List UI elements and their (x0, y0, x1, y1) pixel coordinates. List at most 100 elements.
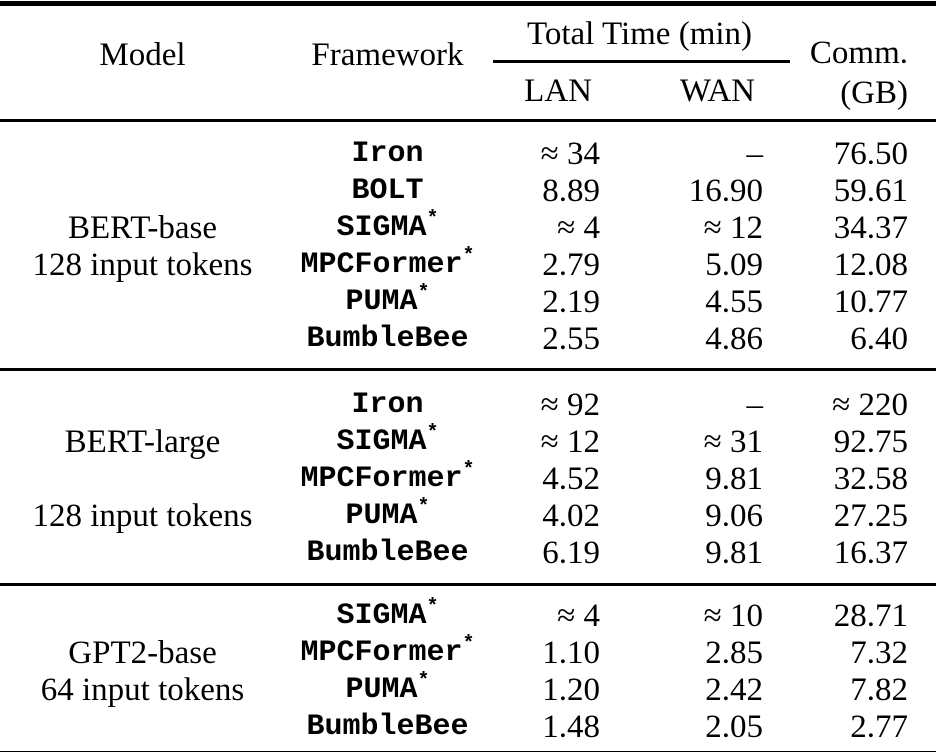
comm-cell: 12.08 (833, 247, 909, 283)
column-header-comm: Comm. (GB) (775, 4, 936, 121)
wan-cell: ≈ 31 (703, 424, 764, 460)
comm-cell: 7.82 (850, 672, 909, 708)
table-row: SIGMA* ≈ 4 ≈ 10 28.71 (0, 585, 936, 636)
model-cell: 128 input tokens (32, 247, 253, 283)
lan-cell: ≈ 4 (557, 598, 600, 634)
model-cell (0, 284, 285, 321)
comm-cell: 16.37 (833, 535, 909, 571)
wan-cell: – (746, 136, 764, 172)
model-cell: BERT-large (64, 424, 221, 460)
framework-cell: PUMA* (285, 672, 490, 709)
table-row: BERT-base SIGMA* ≈ 4 ≈ 12 34.37 (0, 210, 936, 247)
lan-cell: ≈ 12 (540, 424, 600, 460)
framework-name: BumbleBee (306, 322, 469, 356)
table-row: Iron ≈ 92 – ≈ 220 (0, 370, 936, 425)
framework-cell: Iron (285, 121, 490, 174)
framework-cell: SIGMA* (285, 424, 490, 461)
model-cell (0, 370, 285, 425)
comm-cell: 7.32 (850, 635, 909, 671)
wan-cell: ≈ 10 (703, 598, 764, 634)
lan-cell: 8.89 (542, 173, 600, 209)
comm-cell: 2.77 (850, 709, 909, 745)
model-cell (0, 585, 285, 636)
comm-cell: 34.37 (833, 210, 909, 246)
framework-cell: BOLT (285, 173, 490, 210)
framework-star: * (426, 596, 439, 619)
lan-cell: 4.52 (542, 461, 600, 497)
framework-name: SIGMA (336, 599, 427, 633)
model-cell (0, 709, 285, 752)
lan-cell: ≈ 34 (540, 136, 600, 172)
framework-name: MPCFormer (300, 248, 463, 282)
framework-name: PUMA (345, 673, 418, 707)
lan-cell: 2.79 (542, 247, 600, 283)
framework-star: * (462, 459, 475, 482)
column-header-lan: LAN (524, 72, 592, 109)
comm-cell: 92.75 (833, 424, 909, 460)
framework-star: * (417, 282, 430, 305)
table-row: 128 input tokens MPCFormer* 2.79 5.09 12… (0, 247, 936, 284)
table-row: Iron ≈ 34 – 76.50 (0, 121, 936, 174)
table-row: BumbleBee 2.55 4.86 6.40 (0, 321, 936, 370)
column-header-total-time: Total Time (min) (490, 4, 791, 64)
framework-cell: Iron (285, 370, 490, 425)
wan-cell: 16.90 (688, 173, 764, 209)
lan-cell: 1.10 (542, 635, 600, 671)
framework-name: BOLT (351, 174, 424, 208)
lan-cell: 2.19 (542, 284, 600, 320)
framework-name: BumbleBee (306, 710, 469, 744)
framework-name: SIGMA (336, 425, 427, 459)
framework-name: SIGMA (336, 211, 427, 245)
comm-label-line2: (GB) (840, 74, 909, 111)
wan-cell: 4.86 (705, 321, 764, 357)
model-cell (0, 121, 285, 174)
lan-cell: 4.02 (542, 498, 600, 534)
lan-cell: 6.19 (542, 535, 600, 571)
model-cell (0, 535, 285, 585)
comm-cell: 59.61 (833, 173, 909, 209)
framework-name: Iron (351, 388, 424, 422)
table-row: 128 input tokens PUMA* 4.02 9.06 27.25 (0, 498, 936, 535)
lan-cell: ≈ 92 (540, 387, 600, 423)
section-gpt2-base: SIGMA* ≈ 4 ≈ 10 28.71 GPT2-base MPCForme… (0, 585, 936, 752)
framework-cell: SIGMA* (285, 210, 490, 247)
wan-cell: 2.42 (705, 672, 764, 708)
table-row: MPCFormer* 4.52 9.81 32.58 (0, 461, 936, 498)
column-header-model: Model (99, 37, 186, 73)
comm-cell: 28.71 (833, 598, 909, 634)
comm-cell: 32.58 (833, 461, 909, 497)
section-bert-base: Iron ≈ 34 – 76.50 BOLT 8.89 16.90 59.61 … (0, 121, 936, 370)
table-row: BumbleBee 6.19 9.81 16.37 (0, 535, 936, 585)
comm-cell: 6.40 (850, 321, 909, 357)
table-row: PUMA* 2.19 4.55 10.77 (0, 284, 936, 321)
wan-cell: 2.05 (705, 709, 764, 745)
framework-cell: PUMA* (285, 498, 490, 535)
framework-cell: BumbleBee (285, 709, 490, 752)
comm-label-line1: Comm. (809, 34, 909, 71)
table-row: GPT2-base MPCFormer* 1.10 2.85 7.32 (0, 635, 936, 672)
framework-cell: BumbleBee (285, 535, 490, 585)
table-header: Model Framework Total Time (min) Comm. (… (0, 4, 936, 121)
wan-cell: 9.81 (705, 461, 764, 497)
lan-cell: 1.20 (542, 672, 600, 708)
comm-cell: 10.77 (833, 284, 909, 320)
comm-cell: 27.25 (833, 498, 909, 534)
column-header-wan: WAN (679, 72, 756, 109)
framework-star: * (426, 208, 439, 231)
framework-star: * (462, 245, 475, 268)
wan-cell: 4.55 (705, 284, 764, 320)
framework-star: * (417, 670, 430, 693)
framework-star: * (426, 422, 439, 445)
framework-cell: PUMA* (285, 284, 490, 321)
framework-star: * (462, 633, 475, 656)
table-row: BERT-large SIGMA* ≈ 12 ≈ 31 92.75 (0, 424, 936, 461)
framework-name: PUMA (345, 285, 418, 319)
table-row: BumbleBee 1.48 2.05 2.77 (0, 709, 936, 752)
model-cell: GPT2-base (68, 635, 217, 671)
framework-name: Iron (351, 137, 424, 171)
framework-name: PUMA (345, 499, 418, 533)
comm-cell: ≈ 220 (832, 387, 909, 423)
wan-cell: 9.06 (705, 498, 764, 534)
